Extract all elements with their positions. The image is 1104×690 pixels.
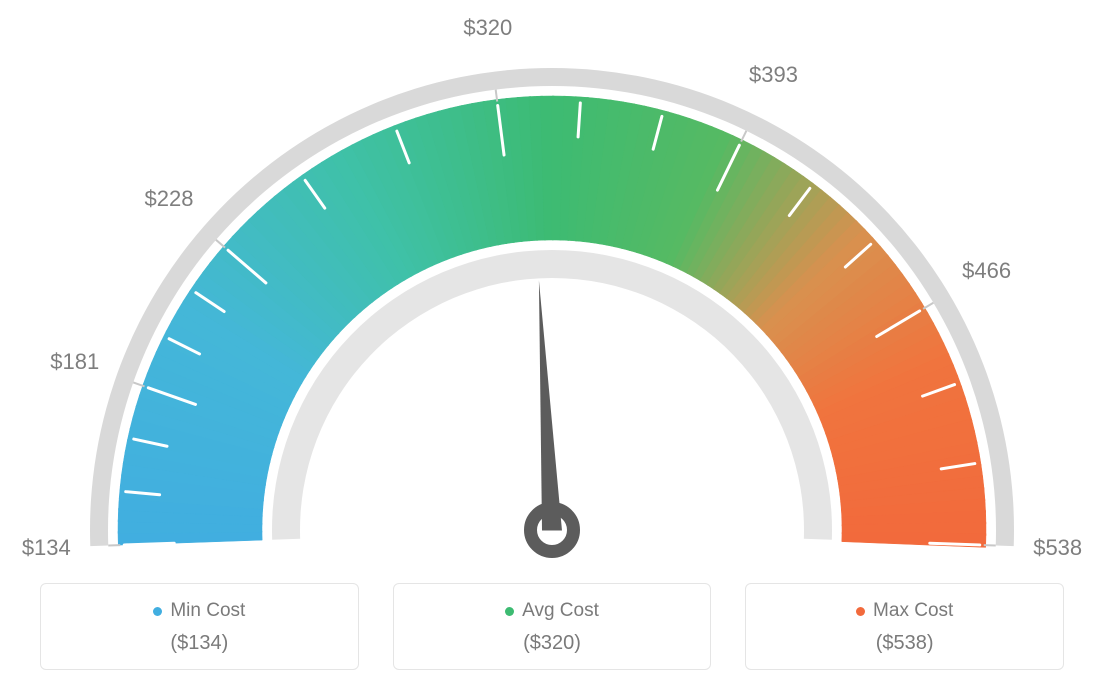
- legend-dot-icon: [505, 607, 514, 616]
- legend-value: ($134): [51, 632, 348, 655]
- gauge-svg: [0, 0, 1104, 560]
- legend-card-min: Min Cost ($134): [40, 583, 359, 670]
- legend-label: Min Cost: [170, 600, 245, 622]
- legend-label: Max Cost: [873, 600, 953, 622]
- legend-label-row: Avg Cost: [404, 600, 701, 622]
- gauge-tick-label: $228: [145, 186, 194, 212]
- gauge-tick-label: $393: [749, 62, 798, 88]
- legend-card-avg: Avg Cost ($320): [393, 583, 712, 670]
- gauge-tick-label: $466: [962, 258, 1011, 284]
- legend-row: Min Cost ($134) Avg Cost ($320) Max Cost…: [0, 583, 1104, 670]
- gauge-tick-label: $134: [22, 535, 71, 561]
- legend-card-max: Max Cost ($538): [745, 583, 1064, 670]
- legend-label-row: Min Cost: [51, 600, 348, 622]
- legend-label-row: Max Cost: [756, 600, 1053, 622]
- gauge-tick-label: $538: [1033, 535, 1082, 561]
- legend-label: Avg Cost: [522, 600, 599, 622]
- legend-value: ($538): [756, 632, 1053, 655]
- gauge-tick-label: $320: [463, 15, 512, 41]
- legend-dot-icon: [856, 607, 865, 616]
- gauge-tick-label: $181: [50, 349, 99, 375]
- legend-dot-icon: [153, 607, 162, 616]
- legend-value: ($320): [404, 632, 701, 655]
- gauge-chart: $134 $181 $228 $320 $393 $466 $538: [0, 0, 1104, 560]
- cost-gauge-widget: $134 $181 $228 $320 $393 $466 $538 Min Cost ($…: [0, 0, 1104, 690]
